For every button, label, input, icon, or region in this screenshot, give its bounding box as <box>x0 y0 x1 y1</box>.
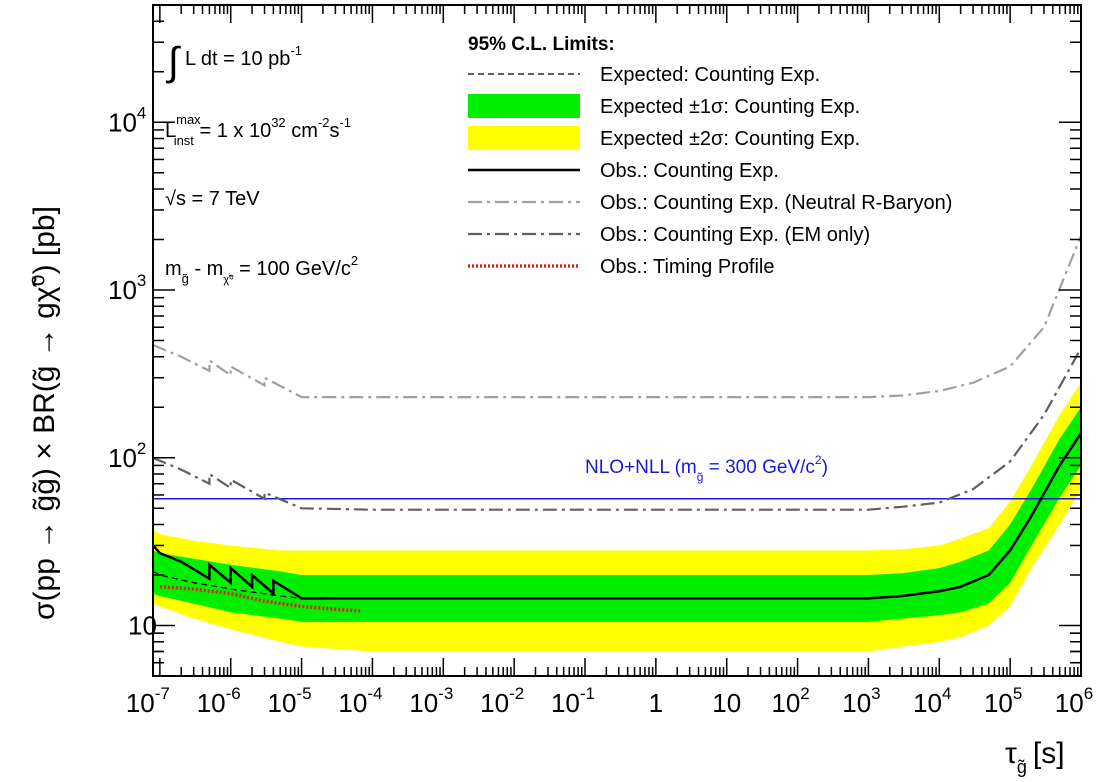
x-axis-label: τg̃ [s] <box>1005 737 1065 777</box>
x-tick-label: 10 <box>712 688 741 718</box>
series-lines <box>153 235 1081 613</box>
x-tick-label: 10-7 <box>126 684 170 718</box>
x-tick-label: 10-2 <box>480 684 524 718</box>
timing-profile-line <box>159 585 362 613</box>
x-tick-label: 104 <box>913 684 951 718</box>
expected-bands <box>153 382 1081 652</box>
x-tick-label: 10-6 <box>197 684 241 718</box>
legend-label: Expected: Counting Exp. <box>600 64 820 86</box>
legend-label: Obs.: Counting Exp. (EM only) <box>600 224 870 246</box>
info-block: ∫ L dt = 10 pb-1 Lmax inst = 1 x 1032 cm-2… <box>165 40 358 286</box>
em-only-line <box>153 347 1081 511</box>
y-axis-label: σ(pp → g̃g̃) × BR(g̃ → gχ̃⁰) [pb] <box>28 206 61 620</box>
neutral-rbaryon-line <box>153 235 1081 399</box>
legend-label: Expected ±1σ: Counting Exp. <box>600 96 860 118</box>
legend-label: Obs.: Counting Exp. <box>600 160 779 182</box>
observed-line <box>153 432 1081 600</box>
x-tick-label: 102 <box>771 684 809 718</box>
x-tick-label: 10-5 <box>268 684 312 718</box>
x-tick-label: 105 <box>984 684 1022 718</box>
legend-label: Obs.: Counting Exp. (Neutral R-Baryon) <box>600 192 952 214</box>
tick-labels: 10-7 10-6 10-5 10-4 10-3 10-2 10-1 1 10 102 103 104… <box>108 103 1093 718</box>
reference-label: NLO+NLL (mg̃ = 300 GeV/c2) <box>585 453 828 484</box>
inst-lumi-text: Lmax inst = 1 x 1032 cm-2s-1 <box>165 112 351 148</box>
y-tick-label: 103 <box>108 271 146 305</box>
band-1sigma <box>153 407 1081 622</box>
x-tick-label: 10-3 <box>409 684 453 718</box>
x-tick-label: 106 <box>1055 684 1093 718</box>
y-tick-label: 10 <box>128 611 157 641</box>
legend-swatch-band <box>468 94 580 118</box>
legend-label: Obs.: Timing Profile <box>600 256 775 278</box>
y-tick-label: 104 <box>108 103 146 137</box>
x-tick-label: 1 <box>649 688 663 718</box>
x-tick-label: 10-4 <box>338 684 382 718</box>
axis-ticks <box>153 4 1082 677</box>
energy-text: √s = 7 TeV <box>165 188 260 210</box>
y-tick-label: 102 <box>108 439 146 473</box>
luminosity-text: ∫ L dt = 10 pb-1 <box>166 40 302 84</box>
legend-title: 95% C.L. Limits: <box>468 34 615 55</box>
legend: 95% C.L. Limits: Expected: Counting Exp.… <box>468 34 952 278</box>
x-tick-label: 103 <box>842 684 880 718</box>
x-tick-label: 10-1 <box>551 684 595 718</box>
legend-swatch-band <box>468 126 580 150</box>
legend-label: Expected ±2σ: Counting Exp. <box>600 128 860 150</box>
mass-diff-text: mg̃ - mχ̃⁰ = 100 GeV/c2 <box>165 253 358 286</box>
